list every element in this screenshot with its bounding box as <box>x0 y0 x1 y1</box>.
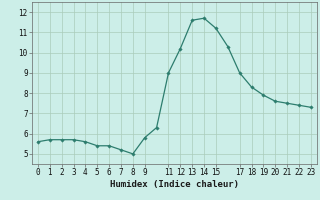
X-axis label: Humidex (Indice chaleur): Humidex (Indice chaleur) <box>110 180 239 189</box>
